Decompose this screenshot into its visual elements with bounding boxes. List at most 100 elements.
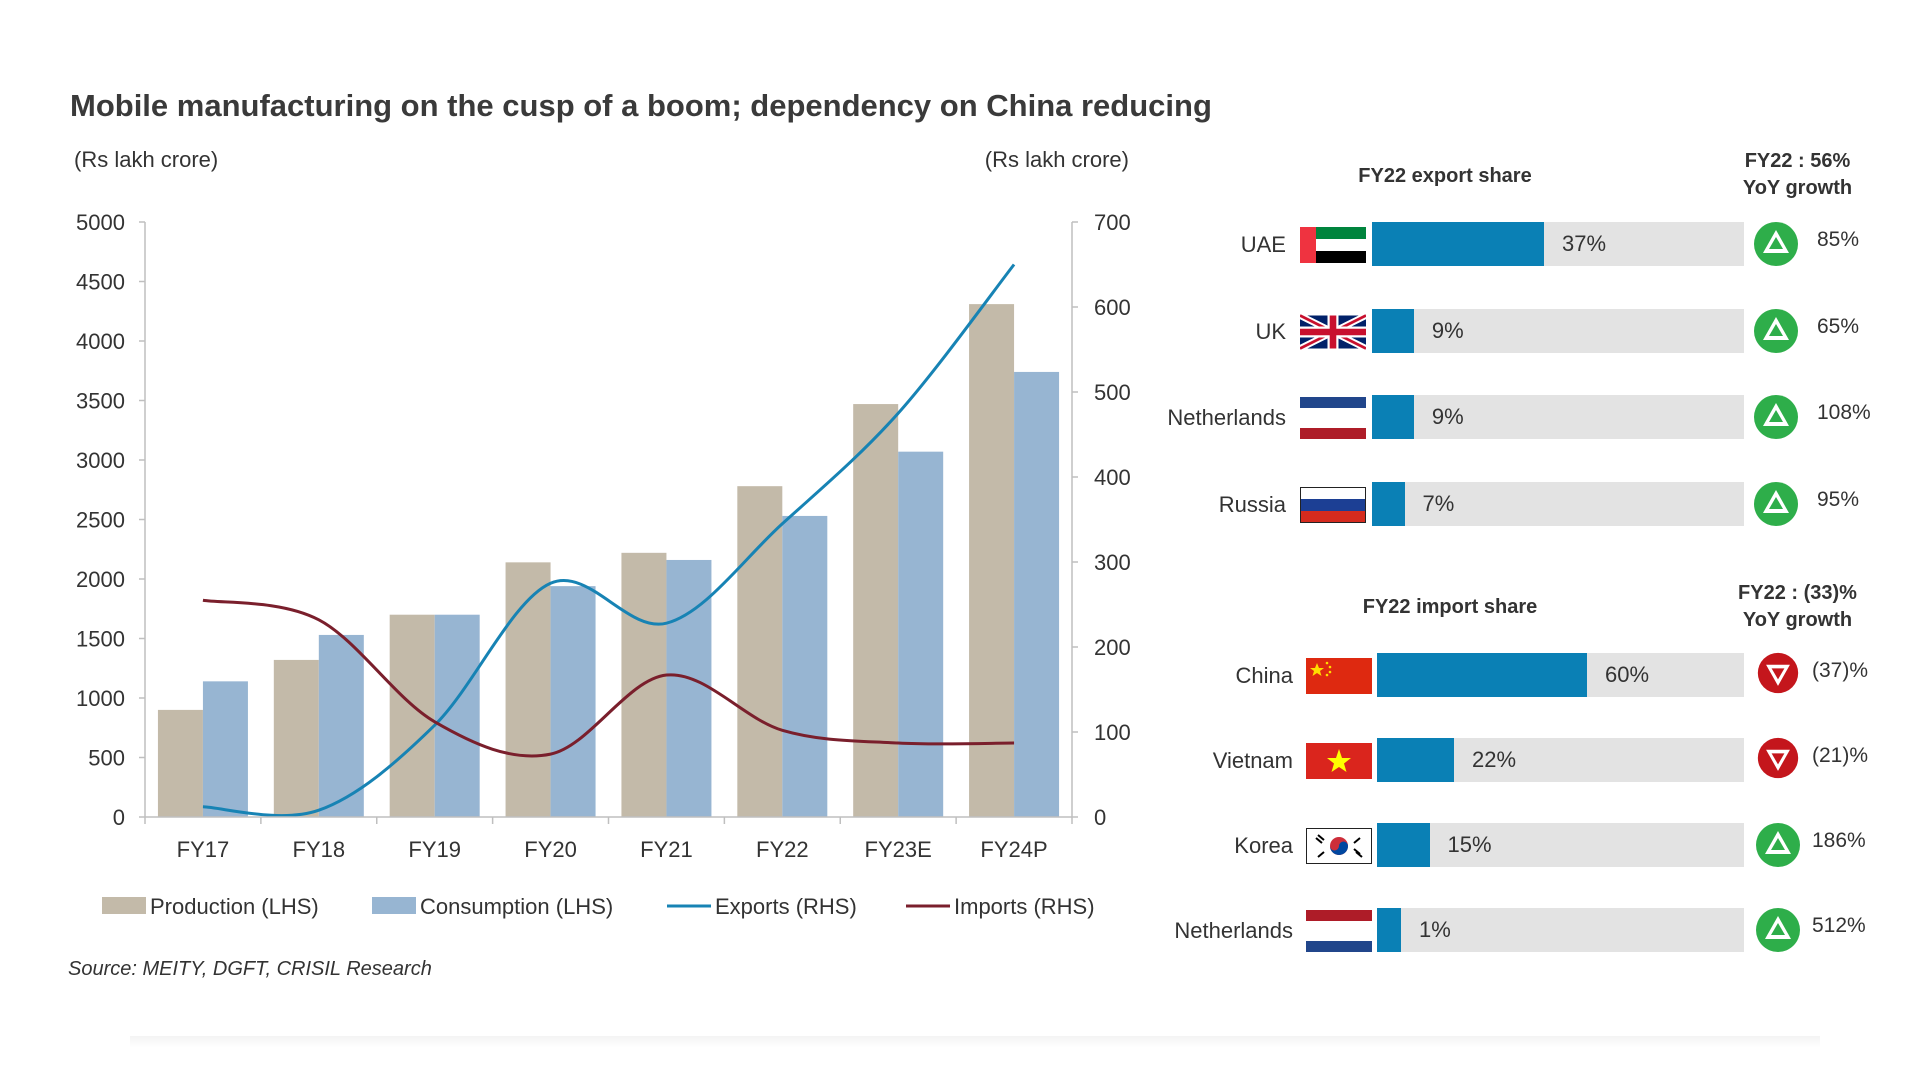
x-tick-label: FY20 [524, 837, 577, 862]
share-row: Netherlands [0, 908, 1293, 954]
country-label: Vietnam [1212, 748, 1293, 773]
share-bar-track [1372, 222, 1744, 266]
share-bar-fill [1377, 738, 1454, 782]
uk-flag [1298, 312, 1368, 355]
share-value-label: 9% [1431, 404, 1464, 429]
bottom-shadow [130, 1036, 1820, 1048]
left-axis: 0 500 1000 1500 2000 2500 3000 3500 4000 4500 5000 [76, 210, 146, 830]
import-growth-title: FY22 : (33)% YoY growth [1715, 580, 1880, 634]
exports-legend-label: Exports (RHS) [715, 894, 857, 919]
consumption-bar [202, 681, 248, 817]
share-row: Russia [0, 482, 1286, 528]
x-tick-label: FY18 [293, 837, 346, 862]
production-bar [969, 304, 1015, 817]
export-growth-title: FY22 : 56% YoY growth [1715, 148, 1880, 202]
share-bar-track [1372, 481, 1744, 526]
right-tick-label: 400 [1094, 465, 1131, 490]
x-tick-label: FY17 [177, 837, 230, 862]
growth-up-icon [1752, 307, 1800, 360]
export-growth-title-line2: YoY growth [1742, 177, 1853, 199]
line-series [202, 263, 1016, 818]
right-tick-label: 600 [1094, 295, 1131, 320]
share-bar-fill [1372, 222, 1545, 266]
growth-up-icon [1752, 393, 1800, 446]
growth-up-icon [1754, 906, 1802, 959]
share-bar-fill [1372, 481, 1405, 526]
x-axis: FY17 FY18 FY19 FY20 FY21 FY22 FY23E FY24P [144, 816, 1073, 862]
country-label: UAE [1240, 232, 1286, 257]
x-tick-label: FY22 [756, 837, 809, 862]
country-label: China [1235, 663, 1293, 688]
country-label: Netherlands [1174, 918, 1293, 943]
consumption-bar [1014, 371, 1060, 817]
netherlands-flag [1300, 397, 1366, 444]
left-tick-label: 3500 [76, 389, 125, 414]
imports-legend-label: Imports (RHS) [954, 894, 1095, 919]
production-bar [505, 562, 551, 817]
share-bar-track [1377, 908, 1744, 952]
growth-value: 108% [1817, 401, 1871, 424]
country-label: Russia [1218, 491, 1286, 517]
production-trade-chart: (Rs lakh crore) (Rs lakh crore) 05001000… [74, 147, 1131, 919]
share-bar-track [1372, 395, 1744, 439]
right-tick-label: 100 [1094, 720, 1131, 745]
share-value-label: 1% [1419, 917, 1451, 942]
right-tick-label: 0 [1094, 805, 1106, 830]
left-tick-label: 1000 [76, 686, 125, 711]
left-tick-label: 500 [88, 746, 125, 771]
korea-flag [1305, 827, 1373, 869]
left-tick-label: 3000 [76, 448, 125, 473]
left-tick-label: 5000 [76, 210, 125, 235]
share-bar-fill [1377, 908, 1401, 952]
chart-title: Mobile manufacturing on the cusp of a bo… [70, 88, 1212, 123]
share-value-label: 7% [1422, 490, 1455, 516]
share-row: China [0, 653, 1293, 699]
exports-line [202, 263, 1016, 818]
growth-value: 95% [1817, 487, 1860, 511]
share-row: Vietnam [0, 738, 1293, 784]
growth-value: 85% [1817, 228, 1860, 251]
growth-down-icon [1756, 651, 1800, 700]
production-bar [853, 404, 899, 817]
import-growth-title-line1: FY22 : (33)% [1738, 582, 1857, 604]
production-legend-label: Production (LHS) [150, 894, 319, 919]
share-bar-track [1377, 653, 1744, 697]
x-tick-label: FY24P [980, 837, 1047, 862]
consumption-bar [898, 451, 944, 817]
consumption-bar [782, 515, 828, 817]
russia-flag [1299, 485, 1367, 528]
right-tick-label: 700 [1094, 210, 1131, 235]
growth-value: 186% [1812, 829, 1866, 852]
growth-up-icon [1752, 480, 1800, 533]
share-row: UAE [0, 222, 1286, 268]
production-bar [273, 659, 319, 817]
country-label: Netherlands [1167, 405, 1286, 430]
bar-series [157, 304, 1060, 817]
x-tick-label: FY23E [865, 837, 932, 862]
growth-down-icon [1756, 736, 1800, 785]
share-bar-track [1377, 738, 1744, 782]
import-share-title: FY22 import share [1362, 596, 1538, 618]
consumption-bar [550, 586, 596, 817]
share-value-label: 60% [1605, 662, 1650, 687]
consumption-legend-swatch [372, 897, 416, 914]
share-bar-fill [1372, 308, 1414, 353]
growth-value: (21)% [1812, 744, 1869, 767]
share-bar-fill [1372, 395, 1414, 439]
netherlands-flag [1306, 910, 1372, 957]
right-tick-label: 500 [1094, 380, 1131, 405]
right-axis: 0 100 200 300 400 500 600 700 [1071, 210, 1131, 830]
china-flag [1306, 658, 1372, 699]
share-value-label: 15% [1447, 832, 1492, 857]
share-bar-fill [1377, 653, 1587, 697]
growth-up-icon [1752, 220, 1800, 273]
share-bar-track [1372, 308, 1744, 353]
uae-flag [1300, 227, 1366, 268]
consumption-bar [318, 634, 364, 817]
x-tick-label: FY21 [640, 837, 693, 862]
left-tick-label: 4000 [76, 329, 125, 354]
share-row: UK [0, 309, 1286, 355]
production-legend-swatch [102, 897, 146, 914]
share-bar-fill [1377, 823, 1430, 867]
share-value-label: 37% [1562, 231, 1607, 256]
